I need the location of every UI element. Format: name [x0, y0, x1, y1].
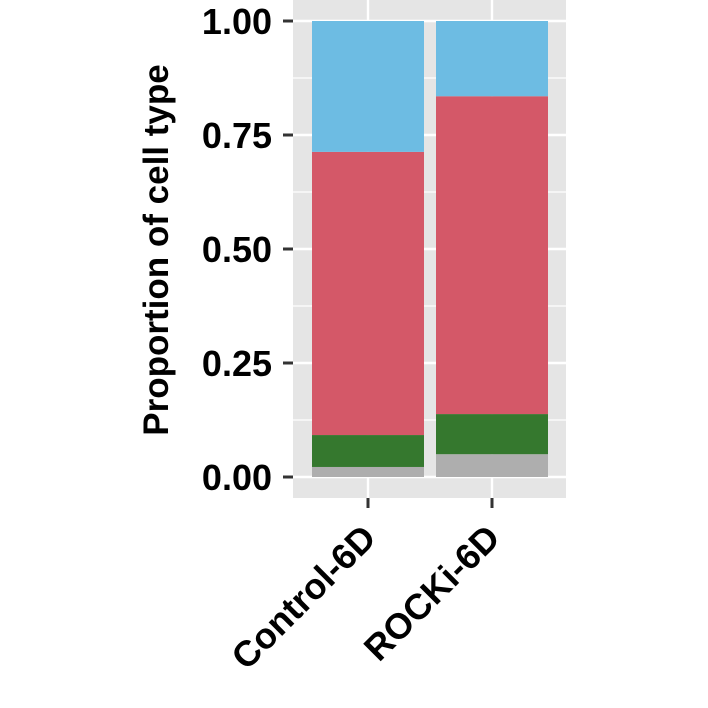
bar-segment: [436, 96, 548, 415]
bar-segment: [436, 454, 548, 477]
y-tick-label: 0.75: [202, 115, 272, 156]
bar-segment: [312, 21, 424, 152]
y-tick-label: 0.50: [202, 229, 272, 270]
y-tick-label: 0.25: [202, 343, 272, 384]
x-tick-label: Control-6D: [223, 517, 384, 678]
bar-segment: [312, 435, 424, 467]
bar-segment: [436, 21, 548, 97]
x-tick-label: ROCKi-6D: [356, 517, 508, 669]
bar-segment: [436, 414, 548, 455]
bars: [312, 21, 548, 477]
y-tick-label: 0.00: [202, 457, 272, 498]
y-tick-label: 1.00: [202, 1, 272, 42]
y-axis: 0.00 0.25 0.50 0.75 1.00: [202, 1, 293, 498]
y-axis-title: Proportion of cell type: [137, 64, 176, 435]
bar-segment: [312, 151, 424, 436]
bar-segment: [312, 466, 424, 477]
